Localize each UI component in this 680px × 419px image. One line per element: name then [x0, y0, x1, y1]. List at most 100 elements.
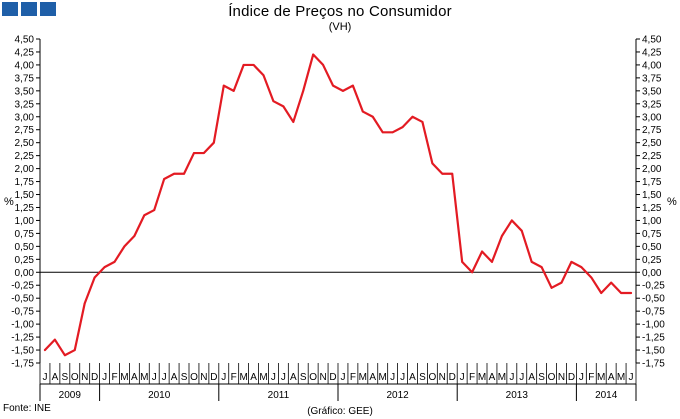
y-tick-label-right: -1,00 [642, 320, 665, 331]
data-point [540, 266, 543, 268]
data-point [232, 89, 235, 92]
data-point [332, 84, 334, 87]
year-label: 2014 [595, 390, 618, 401]
y-tick-label-right: 0,00 [642, 268, 662, 279]
y-tick-label-left: 1,25 [15, 203, 35, 214]
data-point [352, 84, 354, 87]
y-tick-label-left: 0,75 [15, 229, 35, 240]
month-label: O [309, 372, 317, 383]
data-point [103, 266, 106, 268]
month-label: A [290, 372, 297, 383]
y-tick-label-left: -0,25 [11, 281, 34, 292]
data-point [203, 152, 205, 154]
month-label: J [629, 372, 634, 383]
y-tick-label-right: -1,50 [642, 346, 665, 357]
series-line [43, 53, 633, 357]
data-point [153, 209, 156, 211]
data-point [620, 292, 622, 294]
year-label: 2010 [148, 390, 171, 401]
month-label: J [152, 372, 157, 383]
data-point [143, 214, 146, 217]
month-label: S [538, 372, 545, 383]
y-tick-label-right: 0,50 [642, 242, 662, 253]
month-label: J [281, 372, 286, 383]
y-tick-label-right: 0,75 [642, 229, 662, 240]
month-label: A [52, 372, 59, 383]
month-label: J [579, 372, 584, 383]
y-tick-label-right: -0,50 [642, 294, 665, 305]
month-label: N [81, 372, 88, 383]
month-label: M [120, 372, 128, 383]
data-point [550, 286, 553, 289]
y-tick-label-right: 4,25 [642, 47, 662, 58]
y-tick-label-right: 1,25 [642, 203, 662, 214]
logo-square [2, 2, 18, 16]
month-label: J [400, 372, 405, 383]
data-point [401, 126, 404, 129]
y-tick-label-right: 0,25 [642, 255, 662, 266]
logo-square [40, 2, 56, 16]
data-point [272, 100, 275, 103]
y-tick-label-left: 3,00 [15, 112, 35, 123]
data-point [560, 281, 563, 284]
data-point [510, 219, 513, 222]
data-point [44, 349, 46, 351]
data-point [63, 354, 66, 357]
data-point [133, 235, 136, 237]
month-label: N [200, 372, 207, 383]
gee-logo [2, 2, 56, 16]
data-point [361, 110, 364, 113]
month-label: A [131, 372, 138, 383]
data-point [471, 271, 473, 274]
year-label: 2009 [59, 390, 82, 401]
month-label: J [102, 372, 107, 383]
data-point [501, 235, 503, 237]
y-tick-label-left: 2,50 [15, 138, 35, 149]
month-label: D [91, 372, 98, 383]
data-point [302, 89, 305, 92]
y-tick-label-right: 1,50 [642, 190, 662, 201]
y-tick-label-left: -1,00 [11, 320, 34, 331]
data-point [461, 261, 464, 263]
month-label: J [460, 372, 465, 383]
month-label: J [221, 372, 226, 383]
data-point [322, 64, 324, 66]
data-point [183, 172, 185, 175]
data-point [342, 89, 344, 92]
month-label: A [489, 372, 496, 383]
year-label: 2013 [506, 390, 529, 401]
data-point [123, 245, 126, 248]
month-label: D [329, 372, 336, 383]
month-label: O [71, 372, 79, 383]
data-point [282, 105, 285, 108]
data-point [411, 115, 414, 118]
data-point [262, 74, 265, 77]
data-point [292, 121, 295, 123]
chart-title: Índice de Preços no Consumidor [228, 3, 452, 20]
month-label: S [300, 372, 307, 383]
y-tick-label-right: 3,00 [642, 112, 662, 123]
month-label: S [61, 372, 68, 383]
year-label: 2011 [268, 390, 290, 401]
month-label: O [548, 372, 556, 383]
data-point [391, 131, 394, 134]
month-label: M [498, 372, 506, 383]
y-tick-label-right: 4,00 [642, 60, 662, 71]
data-point [312, 53, 315, 56]
month-label: J [42, 372, 47, 383]
y-tick-label-left: 1,50 [15, 190, 35, 201]
data-point [610, 281, 613, 284]
y-tick-label-right: 2,00 [642, 164, 662, 175]
month-label: J [340, 372, 345, 383]
chart-credit: (Gráfico: GEE) [307, 406, 373, 417]
y-tick-label-left: 0,50 [15, 242, 35, 253]
y-axis-label-left: % [4, 196, 14, 208]
month-label: D [210, 372, 217, 383]
month-label: N [558, 372, 565, 383]
data-point [93, 276, 96, 279]
month-label: F [111, 372, 117, 383]
data-point [491, 261, 493, 263]
y-tick-label-left: 3,25 [15, 99, 35, 110]
y-tick-label-left: 3,75 [15, 73, 35, 84]
